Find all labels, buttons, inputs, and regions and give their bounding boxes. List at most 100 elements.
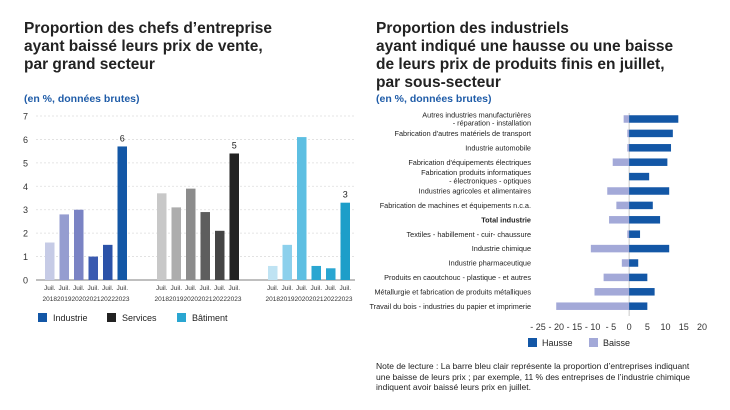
bar-hausse [629, 244, 670, 253]
bar-baisse [609, 216, 630, 224]
right-bar-chart: - 25- 20- 15- 10 - 5 0 5 10 15 20 Autres indust… [369, 111, 707, 349]
x-tick-month: Juil. [325, 285, 337, 292]
bar-hausse [629, 187, 670, 195]
bar-services-2019 [171, 207, 181, 280]
bar-baisse [616, 201, 630, 210]
x-tick-year: 2021 [309, 296, 324, 303]
x-tick-label: - 5 [606, 322, 617, 332]
category-label: Industrie chimique [472, 244, 531, 253]
bar-hausse [629, 288, 655, 296]
y-tick-label: 6 [23, 135, 28, 145]
x-tick-month: Juil. [281, 285, 293, 292]
legend-swatch-services [107, 313, 116, 322]
x-tick-year: 2022 [213, 296, 228, 303]
x-tick-label: 5 [645, 322, 650, 332]
x-tick-year: 2018 [266, 296, 281, 303]
x-tick-label: - 10 [585, 322, 601, 332]
bar-services-2021 [200, 212, 210, 280]
x-tick-year: 2018 [155, 296, 170, 303]
x-tick-label: 0 [627, 322, 632, 332]
legend-label: Hausse [542, 338, 573, 348]
category-label: Textiles - habillement - cuir- chaussure [407, 230, 532, 239]
bar-hausse [629, 230, 641, 238]
y-tick-label: 1 [23, 252, 28, 262]
x-tick-month: Juil. [185, 285, 197, 292]
right-title-line: Proportion des industriels [376, 20, 569, 37]
x-tick-month: Juil. [310, 285, 322, 292]
right-chart-subtitle: (en %, données brutes) [376, 93, 492, 105]
bar-industrie-2020 [74, 209, 84, 280]
reading-note: Note de lecture : La barre bleu clair re… [376, 361, 691, 392]
x-tick-year: 2019 [280, 296, 295, 303]
x-tick-month: Juil. [87, 285, 99, 292]
bar-baisse [627, 144, 630, 152]
bar-hausse [629, 259, 639, 267]
x-tick-label: 20 [697, 322, 707, 332]
bar-services-2018 [157, 193, 167, 280]
bar-baisse [623, 115, 630, 123]
category-label: Total industrie [481, 215, 531, 224]
bar-bâtiment-2023 [340, 202, 350, 280]
y-tick-label: 3 [23, 205, 28, 215]
bar-hausse [629, 273, 648, 282]
bar-hausse [629, 115, 679, 123]
x-tick-month: Juil. [102, 285, 114, 292]
x-tick-year: 2018 [43, 296, 58, 303]
x-tick-year: 2021 [86, 296, 101, 303]
category-label: Industries agricoles et alimentaires [419, 187, 532, 196]
x-tick-year: 2022 [101, 296, 116, 303]
bar-services-2022 [215, 230, 225, 280]
bar-baisse [607, 187, 630, 195]
x-tick-year: 2023 [115, 296, 130, 303]
bar-industrie-2019 [59, 214, 69, 280]
category-label: Industrie automobile [465, 143, 531, 152]
x-tick-month: Juil. [228, 285, 240, 292]
y-tick-label: 4 [23, 182, 28, 192]
x-tick-month: Juil. [199, 285, 211, 292]
bar-hausse [629, 129, 673, 138]
category-label: Fabrication d'équipements électriques [408, 158, 531, 167]
x-tick-month: Juil. [73, 285, 85, 292]
category-label: Travail du bois - industries du papier e… [369, 302, 531, 311]
x-tick-year: 2023 [338, 296, 353, 303]
left-chart-title: Proportion des chefs d’entreprise ayant … [24, 20, 272, 74]
bar-hausse [629, 158, 668, 166]
bar-hausse [629, 172, 650, 181]
x-tick-label: 15 [679, 322, 689, 332]
left-title-line: ayant baissé leurs prix de vente, [24, 38, 263, 55]
y-tick-label: 2 [23, 229, 28, 239]
category-label: - électroniques - optiques [449, 176, 531, 185]
x-tick-label: - 20 [548, 322, 564, 332]
legend-swatch-baisse [589, 338, 598, 347]
bar-baisse [590, 244, 630, 253]
bar-industrie-2021 [88, 256, 98, 280]
legend-label: Baisse [603, 338, 630, 348]
bar-baisse [612, 158, 630, 166]
x-tick-year: 2022 [324, 296, 339, 303]
x-tick-year: 2019 [57, 296, 72, 303]
x-tick-month: Juil. [58, 285, 70, 292]
bar-hausse [629, 302, 648, 310]
x-tick-month: Juil. [214, 285, 226, 292]
x-tick-year: 2019 [169, 296, 184, 303]
x-tick-year: 2020 [184, 296, 199, 303]
category-label: Fabrication d'autres matériels de transp… [395, 129, 531, 138]
bar-services-2020 [186, 188, 196, 280]
data-label-services: 5 [232, 140, 237, 150]
y-tick-label: 7 [23, 112, 28, 122]
legend-swatch-hausse [528, 338, 537, 347]
bar-baisse [621, 259, 630, 267]
x-tick-month: Juil. [170, 285, 182, 292]
y-tick-label: 0 [23, 276, 28, 286]
data-label-bâtiment: 3 [343, 190, 348, 200]
x-tick-year: 2020 [72, 296, 87, 303]
bar-baisse [556, 302, 630, 310]
legend-label: Industrie [53, 313, 88, 323]
bar-hausse [629, 216, 661, 224]
category-label: Industrie pharmaceutique [449, 259, 531, 268]
category-label: - réparation - installation [453, 119, 531, 128]
left-bar-chart: 01234567Juil.2018Juil.2019Juil.2020Juil.… [23, 112, 355, 323]
x-tick-month: Juil. [339, 285, 351, 292]
bar-bâtiment-2021 [311, 265, 321, 280]
